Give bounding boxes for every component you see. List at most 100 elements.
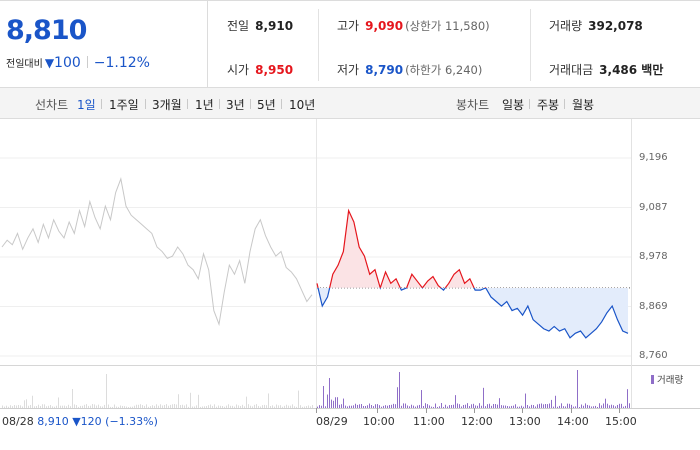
period-1year-tab[interactable]: 1년	[195, 98, 214, 112]
volume-bar	[459, 404, 460, 408]
volume-bar	[337, 397, 338, 408]
volume-bar	[407, 405, 408, 408]
previous-day-volume-bar	[274, 406, 275, 408]
volume-bar	[465, 404, 466, 408]
volume-bar	[593, 406, 594, 408]
previous-day-volume-bar	[126, 406, 127, 408]
intraday-line-down	[317, 287, 629, 339]
volume-bar	[389, 405, 390, 408]
previous-day-volume-bar	[208, 405, 209, 408]
volume-bar	[377, 404, 378, 408]
previous-day-volume-bar	[50, 405, 51, 408]
volume-bar	[343, 398, 344, 408]
previous-day-volume-bar	[146, 404, 147, 408]
previous-day-volume-bar	[198, 394, 199, 408]
previous-day-volume-bar	[164, 404, 165, 408]
volume-bar	[347, 406, 348, 408]
period-5year-tab[interactable]: 5년	[257, 98, 276, 112]
previous-day-volume-bar	[46, 406, 47, 408]
volume-bar	[615, 406, 616, 408]
previous-day-volume-bar	[256, 404, 257, 408]
previous-day-volume-bar	[294, 406, 295, 408]
period-1week-tab[interactable]: 1주일	[109, 98, 139, 112]
previous-day-volume-bar	[284, 405, 285, 408]
previous-day-volume-bar	[104, 404, 105, 408]
x-tick-label: 14:00	[557, 415, 589, 428]
volume-bar	[369, 403, 370, 408]
previous-day-volume-bar	[172, 404, 173, 408]
volume-bar	[405, 403, 406, 408]
previous-day-volume-bar	[242, 404, 243, 408]
previous-day-volume-bar	[88, 405, 89, 408]
previous-day-volume-bar	[118, 406, 119, 408]
volume-bar	[393, 403, 394, 408]
previous-day-volume-bar	[184, 405, 185, 408]
previous-day-volume-bar	[142, 405, 143, 408]
volume-bar	[345, 405, 346, 408]
volume-bar	[339, 404, 340, 408]
volume-bar	[535, 406, 536, 408]
candle-weekly-tab[interactable]: 주봉	[537, 98, 560, 112]
previous-day-volume-bar	[44, 404, 45, 408]
volume-bar	[611, 404, 612, 408]
volume-bar	[437, 406, 438, 408]
volume-bar	[411, 404, 412, 408]
low-label: 저가	[337, 63, 360, 77]
volume-bar	[473, 403, 474, 408]
previous-day-volume-bar	[190, 392, 191, 408]
previous-day-volume-bar	[290, 405, 291, 408]
volume-bar	[479, 403, 480, 408]
period-10year-tab[interactable]: 10년	[289, 98, 316, 112]
x-tick-label: 10:00	[363, 415, 395, 428]
volume-bar	[415, 406, 416, 408]
y-tick-label: 9,196	[639, 152, 668, 163]
previous-day-volume-bar	[276, 404, 277, 408]
x-tick-label: 13:00	[509, 415, 541, 428]
divider	[281, 99, 282, 109]
price-chart[interactable]: 9,196 9,087 8,978 8,869 8,760 거래량 08/28 …	[0, 119, 700, 450]
volume-bar	[323, 386, 324, 408]
volume-bar	[555, 395, 556, 408]
volume-bar	[585, 403, 586, 408]
volume-bar	[373, 406, 374, 408]
previous-day-volume-bar	[246, 396, 247, 408]
divider	[101, 99, 102, 109]
volume-bar	[581, 404, 582, 408]
previous-day-volume-bar	[8, 406, 9, 408]
volume-bar	[469, 406, 470, 408]
divider	[530, 9, 531, 81]
volume-bar	[573, 406, 574, 408]
previous-day-volume-bar	[72, 389, 73, 408]
volume-bar	[433, 406, 434, 408]
previous-day-volume-bar	[168, 405, 169, 408]
volume-bar	[509, 406, 510, 408]
volume-bar	[439, 406, 440, 408]
previous-day-volume-bar	[238, 405, 239, 408]
volume-bar	[595, 405, 596, 408]
volume-bar	[443, 406, 444, 408]
price-chart-svg	[0, 119, 700, 413]
candle-monthly-tab[interactable]: 월봉	[572, 98, 595, 112]
volume-bar	[363, 405, 364, 408]
volume-bar	[475, 405, 476, 408]
volume-bar	[563, 406, 564, 408]
volume-bar	[617, 404, 618, 408]
previous-day-volume-bar	[278, 405, 279, 408]
candle-daily-tab[interactable]: 일봉	[502, 98, 525, 112]
period-3year-tab[interactable]: 3년	[226, 98, 245, 112]
period-3month-tab[interactable]: 3개월	[152, 98, 182, 112]
previous-day-volume-bar	[150, 406, 151, 408]
period-1day-tab[interactable]: 1일	[77, 98, 96, 112]
volume-bar	[461, 406, 462, 408]
previous-day-volume-bar	[268, 393, 269, 408]
area-above-prev-close	[317, 210, 475, 288]
volume-bar	[371, 405, 372, 408]
volume-bar	[353, 405, 354, 408]
previous-day-volume-bar	[240, 405, 241, 408]
volume-bar	[349, 405, 350, 408]
previous-day-volume-bar	[174, 404, 175, 408]
volume-bar	[471, 404, 472, 408]
volume-bar	[423, 406, 424, 408]
previous-day-volume-bar	[140, 404, 141, 408]
previous-day-volume-bar	[248, 404, 249, 408]
